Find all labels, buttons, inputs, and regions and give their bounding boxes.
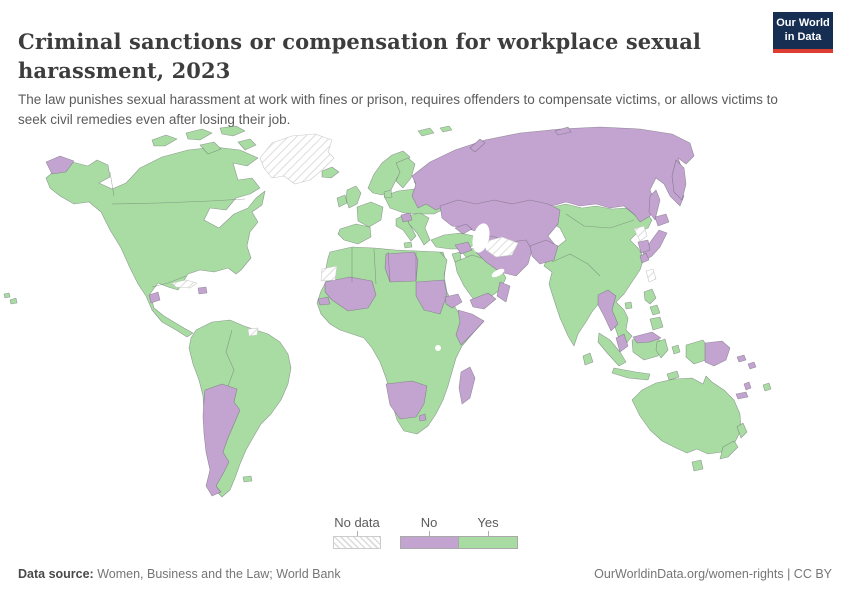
map-region-chukotka-west: [45, 155, 75, 175]
map-region-arctic-islands: [151, 125, 257, 155]
chart-subtitle: The law punishes sexual harassment at wo…: [18, 91, 778, 127]
map-region-madagascar: [458, 366, 476, 405]
map-region-sakhalin: [648, 189, 661, 221]
map-region-kamchatka: [671, 159, 687, 201]
map-lakes: [217, 210, 505, 351]
map-region-north-america: [45, 146, 266, 338]
map-region-france: [356, 201, 384, 228]
map-region-iberia: [337, 223, 372, 245]
map-regions-no-data[interactable]: [171, 133, 657, 337]
legend-label-no-data[interactable]: No data: [334, 515, 380, 530]
map-region-novaya-zemlya: [469, 126, 572, 153]
map-region-new-caledonia: [735, 391, 749, 400]
map-region-falklands: [242, 475, 253, 483]
map-region-solomon-islands: [736, 354, 757, 370]
map-region-japan: [639, 213, 670, 264]
map-region-malaysia-borneo: [632, 331, 662, 344]
map-region-eritrea: [444, 293, 463, 309]
map-region-syria: [454, 241, 473, 255]
map-region-turkey: [430, 232, 479, 250]
owid-logo[interactable]: Our World in Data: [773, 12, 833, 53]
map-region-guatemala: [148, 291, 161, 304]
map-region-papua-new-guinea: [704, 340, 731, 367]
chart-footer: Data source: Women, Business and the Law…: [18, 567, 832, 581]
map-region-caucasus: [454, 223, 473, 235]
map-region-oman: [496, 281, 511, 303]
map-region-finland: [395, 157, 416, 189]
map-region-north-korea: [633, 225, 648, 242]
legend-label-yes[interactable]: Yes: [477, 515, 499, 530]
map-region-vanuatu: [743, 381, 752, 391]
map-region-denmark: [383, 189, 393, 199]
owid-logo-red-bar: [773, 48, 833, 53]
page-title: Criminal sanctions or compensation for w…: [18, 29, 701, 84]
map-region-malaysia-peninsula: [615, 333, 629, 353]
map-region-tasmania: [691, 459, 704, 472]
map-regions-yes[interactable]: [3, 125, 772, 498]
map-region-hainan: [624, 301, 633, 310]
map-region-cuba: [171, 279, 198, 289]
map-region-south-korea: [637, 239, 651, 254]
map-region-philippines: [643, 288, 664, 331]
owid-logo-text: Our World in Data: [773, 12, 833, 49]
map-region-sudan: [415, 279, 448, 315]
owid-url-license[interactable]: OurWorldinData.org/women-rights | CC BY: [594, 567, 832, 581]
map-region-somalia: [455, 309, 485, 346]
map-region-uk: [345, 185, 362, 209]
map-region-australia: [631, 375, 742, 455]
legend-swatch-no-data[interactable]: [333, 536, 381, 549]
map-region-haiti: [197, 286, 208, 295]
map-region-iceland: [321, 166, 340, 179]
map-region-namibia-botswana: [385, 380, 428, 420]
map-region-balkans: [406, 212, 431, 246]
map-region-myanmar-bangladesh: [597, 289, 619, 332]
legend-label-no[interactable]: No: [420, 515, 438, 530]
map-region-senegal: [317, 296, 331, 306]
map-region-yemen: [469, 292, 497, 310]
map-country-borders: [109, 171, 635, 387]
map-region-afghanistan: [529, 239, 559, 265]
legend-tick: [357, 531, 358, 536]
map-region-fiji: [762, 382, 772, 392]
map-region-ireland: [336, 194, 348, 208]
legend-tick: [429, 531, 430, 536]
map-regions-no[interactable]: [45, 126, 757, 497]
map-region-mauritania-mali: [324, 276, 377, 312]
map-region-hungary: [400, 212, 413, 223]
map-region-suriname: [247, 327, 259, 337]
data-source-value: Women, Business and the Law; World Bank: [93, 567, 341, 581]
legend-tick: [488, 531, 489, 536]
data-source: Data source: Women, Business and the Law…: [18, 567, 341, 581]
legend-swatch-no[interactable]: [400, 536, 458, 549]
map-region-hawaii: [3, 292, 18, 305]
lake-victoria: [435, 345, 441, 351]
map-region-turkmenistan: [483, 236, 519, 258]
map-region-western-sahara: [320, 265, 338, 282]
map-region-greenland: [259, 133, 335, 185]
map-region-svalbard: [417, 125, 453, 137]
great-lakes: [217, 210, 231, 218]
map-region-lesotho: [418, 413, 427, 422]
persian-gulf: [491, 268, 505, 278]
caspian-sea: [472, 223, 490, 253]
legend-swatch-yes[interactable]: [458, 536, 518, 549]
data-source-label: Data source:: [18, 567, 94, 581]
map-region-argentina-chile: [202, 383, 241, 497]
map-region-taiwan: [645, 268, 657, 283]
map-region-new-zealand: [719, 422, 748, 460]
map-region-sri-lanka: [582, 352, 594, 366]
